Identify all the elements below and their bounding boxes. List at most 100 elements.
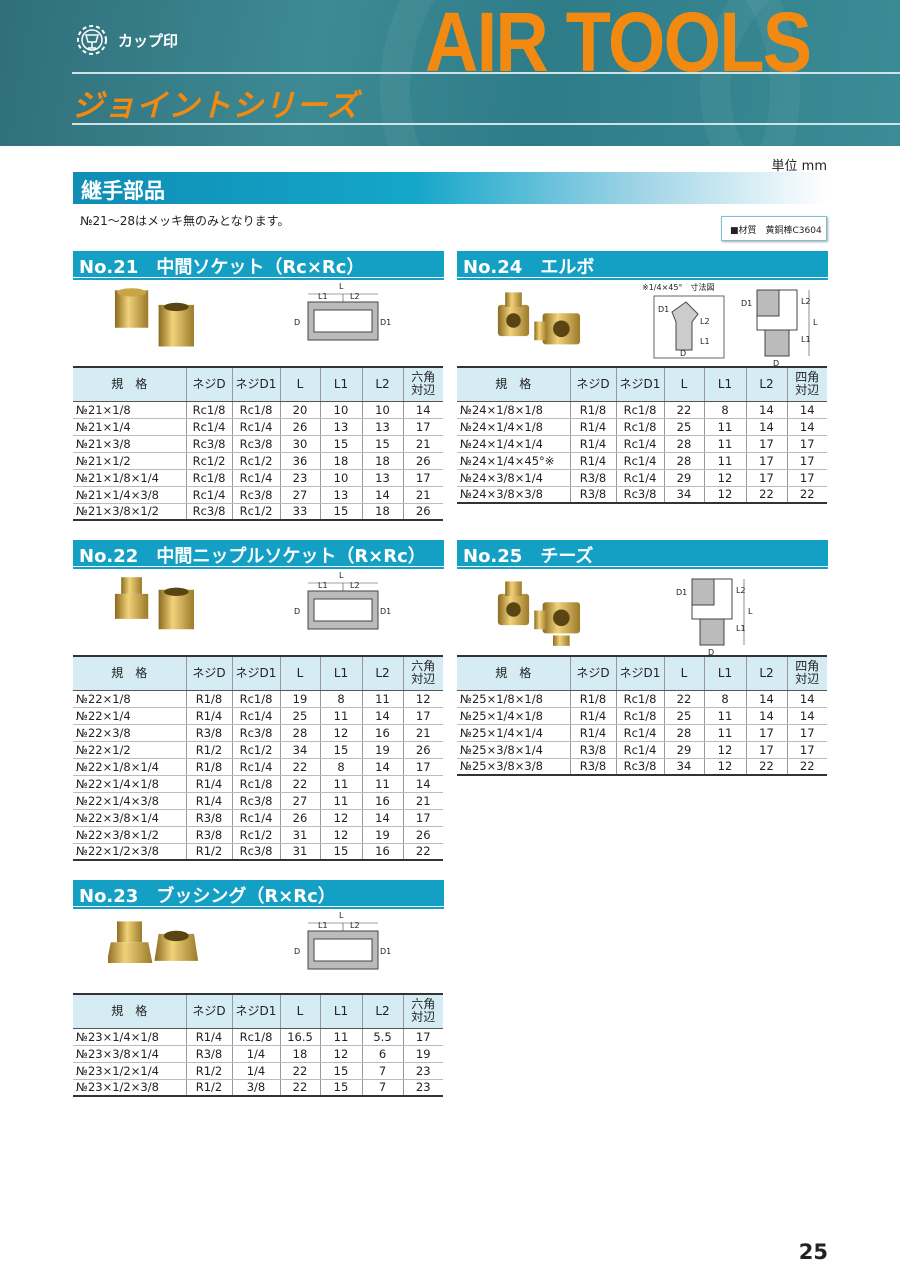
table-cell: №22×1/4 [73,707,186,725]
table-row: №25×1/4×1/8 R1/4 Rc1/8 25 11 14 14 [457,707,827,725]
dimension-label: D1 [380,947,391,956]
product-photo-no24 [497,292,581,345]
column-header: L2 [361,655,403,691]
column-header: L2 [745,655,787,691]
table-row: №23×1/2×3/8 R1/2 3/8 22 15 7 23 [73,1079,443,1097]
table-cell: 33 [279,503,320,521]
table-cell: Rc1/8 [615,418,664,436]
table-cell: №22×1/8×1/4 [73,757,186,776]
table-cell: 1/4 [231,1045,280,1063]
table-row: №25×1/8×1/8 R1/8 Rc1/8 22 8 14 14 [457,690,827,708]
dimension-label: L1 [736,624,746,633]
table-cell: R1/2 [185,843,232,861]
table-cell: 15 [319,843,362,861]
table-row: №22×1/4×3/8 R1/4 Rc3/8 27 11 16 21 [73,792,443,810]
table-cell: 17 [402,1028,443,1046]
table-cell: Rc1/4 [615,741,664,759]
table-cell: 22 [786,758,827,776]
section-title: 継手部品 [73,172,828,204]
table-cell: Rc3/8 [231,435,280,453]
table-cell: 22 [279,775,320,793]
dimension-diagram-no21: L L1 L2 D D1 [294,282,391,341]
table-row: №21×1/8×1/4 Rc1/8 Rc1/4 23 10 13 17 [73,468,443,487]
table-cell: 12 [703,469,746,487]
table-cell: 16 [361,843,403,861]
table-cell: 15 [319,741,362,759]
table-cell: 18 [279,1045,320,1063]
table-cell: 22 [663,401,704,419]
table-cell: №24×1/4×1/8 [457,418,570,436]
table-cell: Rc1/2 [231,741,280,759]
table-cell: №24×1/4×45°※ [457,452,570,470]
column-header: L2 [745,366,787,402]
table-cell: 12 [402,690,443,708]
unit-label: 単位 mm [771,159,827,174]
table-cell: №22×1/4×1/8 [73,775,186,793]
table-cell: 26 [402,503,443,521]
table-cell: 3/8 [231,1079,280,1097]
table-cell: 8 [703,690,746,708]
table-cell: №24×1/4×1/4 [457,435,570,453]
column-header: ネジD1 [231,993,280,1029]
table-cell: 11 [703,707,746,725]
table-cell: 28 [279,724,320,742]
dimension-label: D1 [380,318,391,327]
dimension-diagram-no24: D1 L2 LL1 D [741,289,818,368]
table-cell: №24×3/8×3/8 [457,486,570,504]
dimension-label: D [773,359,779,368]
table-cell: 12 [319,826,362,844]
table-cell: 26 [402,826,443,844]
column-header: ネジD1 [615,655,664,691]
table-cell: №22×3/8×1/2 [73,826,186,844]
table-cell: 7 [361,1079,403,1097]
dimension-label: L2 [350,581,360,590]
column-header: L2 [361,993,403,1029]
column-header: ネジD [185,993,232,1029]
dimension-diagram-no25: D1 L2 LL1 D [676,578,753,657]
table-row: №23×1/2×1/4 R1/2 1/4 22 15 7 23 [73,1062,443,1080]
table-cell: 22 [279,1062,320,1080]
column-header: L [279,366,320,402]
table-cell: 22 [786,486,827,504]
dimension-label: D1 [658,305,669,314]
table-cell: R1/4 [185,792,232,810]
table-cell: 17 [786,724,827,742]
table-cell: 28 [663,452,704,470]
table-cell: 30 [279,435,320,453]
table-cell: 14 [745,418,787,436]
table-cell: 17 [745,452,787,470]
table-cell: R1/2 [185,1079,232,1097]
table-cell: Rc1/8 [615,690,664,708]
table-cell: 8 [703,401,746,419]
table-row: №25×3/8×3/8 R3/8 Rc3/8 34 12 22 22 [457,758,827,776]
table-row: №21×1/4 Rc1/4 Rc1/4 26 13 13 17 [73,418,443,436]
table-cell: Rc3/8 [231,724,280,742]
table-cell: 36 [279,452,320,470]
column-header: L1 [319,366,362,402]
dimension-label: L [339,911,344,920]
dimension-label: L1 [318,292,328,301]
table-cell: 17 [786,741,827,759]
column-header: ネジD1 [231,655,280,691]
table-cell: 34 [663,486,704,504]
table-cell: Rc3/8 [231,486,280,504]
table-cell: 14 [745,707,787,725]
section-header-no21: No.21 中間ソケット（Rc×Rc） [73,251,444,280]
table-row: №22×1/4 R1/4 Rc1/4 25 11 14 17 [73,707,443,725]
plating-note: №21～28はメッキ無のみとなります。 [80,214,290,228]
table-cell: 11 [319,707,362,725]
table-cell: R1/4 [569,452,616,470]
table-cell: R1/8 [185,690,232,708]
dimension-label: L [748,607,753,616]
table-cell: 17 [745,724,787,742]
table-cell: Rc1/8 [185,401,232,419]
table-cell: Rc1/4 [231,468,280,487]
table-cell: R3/8 [185,724,232,742]
table-cell: R1/4 [569,435,616,453]
column-header: 規 格 [457,366,570,402]
table-row: №21×1/8 Rc1/8 Rc1/8 20 10 10 14 [73,401,443,419]
table-cell: 21 [402,435,443,453]
elbow-45-diagram: ※1/4×45° 寸法図 D1 L2 L1 D [642,282,725,359]
table-cell: 21 [402,486,443,504]
table-cell: 15 [361,435,403,453]
